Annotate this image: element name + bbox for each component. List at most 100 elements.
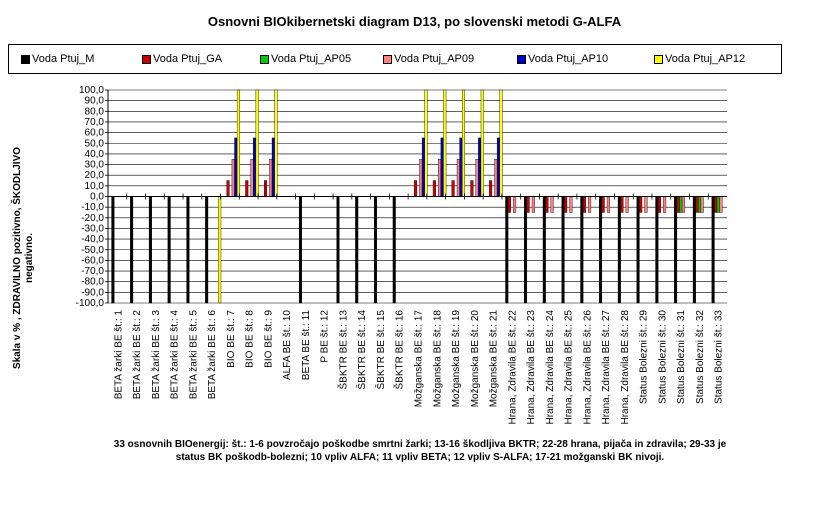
y-tick-label: -90,0 [81,287,104,298]
x-tick-label: Možganska BE št.: 19 [451,310,462,408]
bar [489,180,493,197]
x-axis-caption: 33 osnovnih BIOenergij: št.: 1-6 povzroč… [113,439,727,463]
bar [218,196,222,304]
y-tick-label: -30,0 [81,223,104,234]
bar [636,196,640,304]
bar [443,89,447,197]
bar [681,196,685,213]
x-tick-label: Hrana, Zdravila BE št.: 23 [526,310,537,425]
x-tick-label: ŠBKTR BE št.: 15 [374,310,387,390]
x-tick-label: BIO BE št.: 7 [226,310,237,368]
bar [478,137,482,197]
y-tick-label: -40,0 [81,234,104,245]
bar [424,89,428,197]
x-tick-label: Možganska BE št.: 18 [432,310,443,408]
legend-label: Voda Ptuj_AP10 [528,53,609,65]
x-tick-label: BIO BE št.: 9 [263,310,274,368]
bar [582,196,586,213]
bar [414,180,418,197]
bar [606,196,610,213]
bar [625,196,629,213]
legend-item: Voda Ptuj_M [21,53,94,65]
bar [663,196,667,213]
bar [205,196,209,304]
y-tick-label: 80,0 [85,106,105,117]
legend-item: Voda Ptuj_AP05 [260,53,351,65]
y-tick-label: 0,0 [90,192,104,203]
x-tick-label: BETA žarki BE št.: 5 [188,310,199,400]
bar [231,159,235,197]
legend: Voda Ptuj_M Voda Ptuj_GA Voda Ptuj_AP05 Vod… [8,44,782,74]
bar [236,89,240,197]
bar [456,159,460,197]
x-tick-label: Hrana, Zdravila BE št.: 26 [582,310,593,425]
y-tick-label: 40,0 [85,149,105,160]
bar [580,196,584,304]
bar [494,159,498,197]
bar [524,196,528,304]
x-tick-label: ŠBKTR BE št.: 13 [336,310,349,390]
x-tick-label: BETA žarki BE št.: 3 [151,310,162,400]
bar [700,196,704,213]
bar [542,196,546,304]
x-tick-label: Možganska BE št.: 17 [414,310,425,408]
x-tick-label: BETA BE št.: 11 [301,310,312,381]
y-tick-label: 10,0 [85,181,105,192]
bar [639,196,643,213]
legend-swatch [654,54,663,64]
bar [655,196,659,304]
bar [499,89,503,197]
y-tick-label: -60,0 [81,255,104,266]
bar [714,196,718,213]
bar [513,196,517,213]
bar [130,196,134,304]
x-tick-label: Status Bolezni št.: 32 [695,310,706,404]
bar [298,196,302,304]
y-tick-label: 60,0 [85,128,105,139]
bar [674,196,678,304]
bar [419,159,423,197]
x-tick-label: P BE št.: 12 [320,310,331,363]
bar [432,180,436,197]
x-tick-label: Možganska BE št.: 20 [470,310,481,408]
bar [599,196,603,304]
bar [274,89,278,197]
y-tick-label: 30,0 [85,160,105,171]
legend-swatch [260,54,269,64]
bar [507,196,511,213]
legend-label: Voda Ptuj_AP05 [271,53,352,65]
bar [226,180,230,197]
bar [392,196,396,304]
bar [167,196,171,304]
bar [644,196,648,213]
bar [695,196,699,213]
bar [588,196,592,213]
x-tick-label: Status Bolezni št.: 30 [657,310,668,404]
bar [186,196,190,304]
bar [253,137,257,197]
bar [245,180,249,197]
x-tick-label: Status Bolezni št.: 29 [639,310,650,404]
bar [475,159,479,197]
bar [496,137,500,197]
x-tick-label: ALFA BE št.: 10 [282,310,293,380]
x-tick-label: Hrana, Zdravila BE št.: 22 [507,310,518,425]
bar [545,196,549,213]
bar [373,196,377,304]
bar [269,159,273,197]
bar [480,89,484,197]
x-tick-label: Možganska BE št.: 21 [489,310,500,408]
legend-label: Voda Ptuj_GA [153,53,223,65]
x-tick-label: ŠBKTR BE št.: 16 [393,310,406,390]
legend-item: Voda Ptuj_AP10 [517,53,608,65]
legend-swatch [142,54,151,64]
x-tick-label: Status Bolezni št.: 31 [676,310,687,404]
bar [255,89,259,197]
bar [657,196,661,213]
legend-label: Voda Ptuj_AP12 [665,53,746,65]
bar [462,89,466,197]
x-tick-label: Hrana, Zdravila BE št.: 28 [620,310,631,425]
y-tick-label: -50,0 [81,245,104,256]
bar [234,137,238,197]
bar [148,196,152,304]
